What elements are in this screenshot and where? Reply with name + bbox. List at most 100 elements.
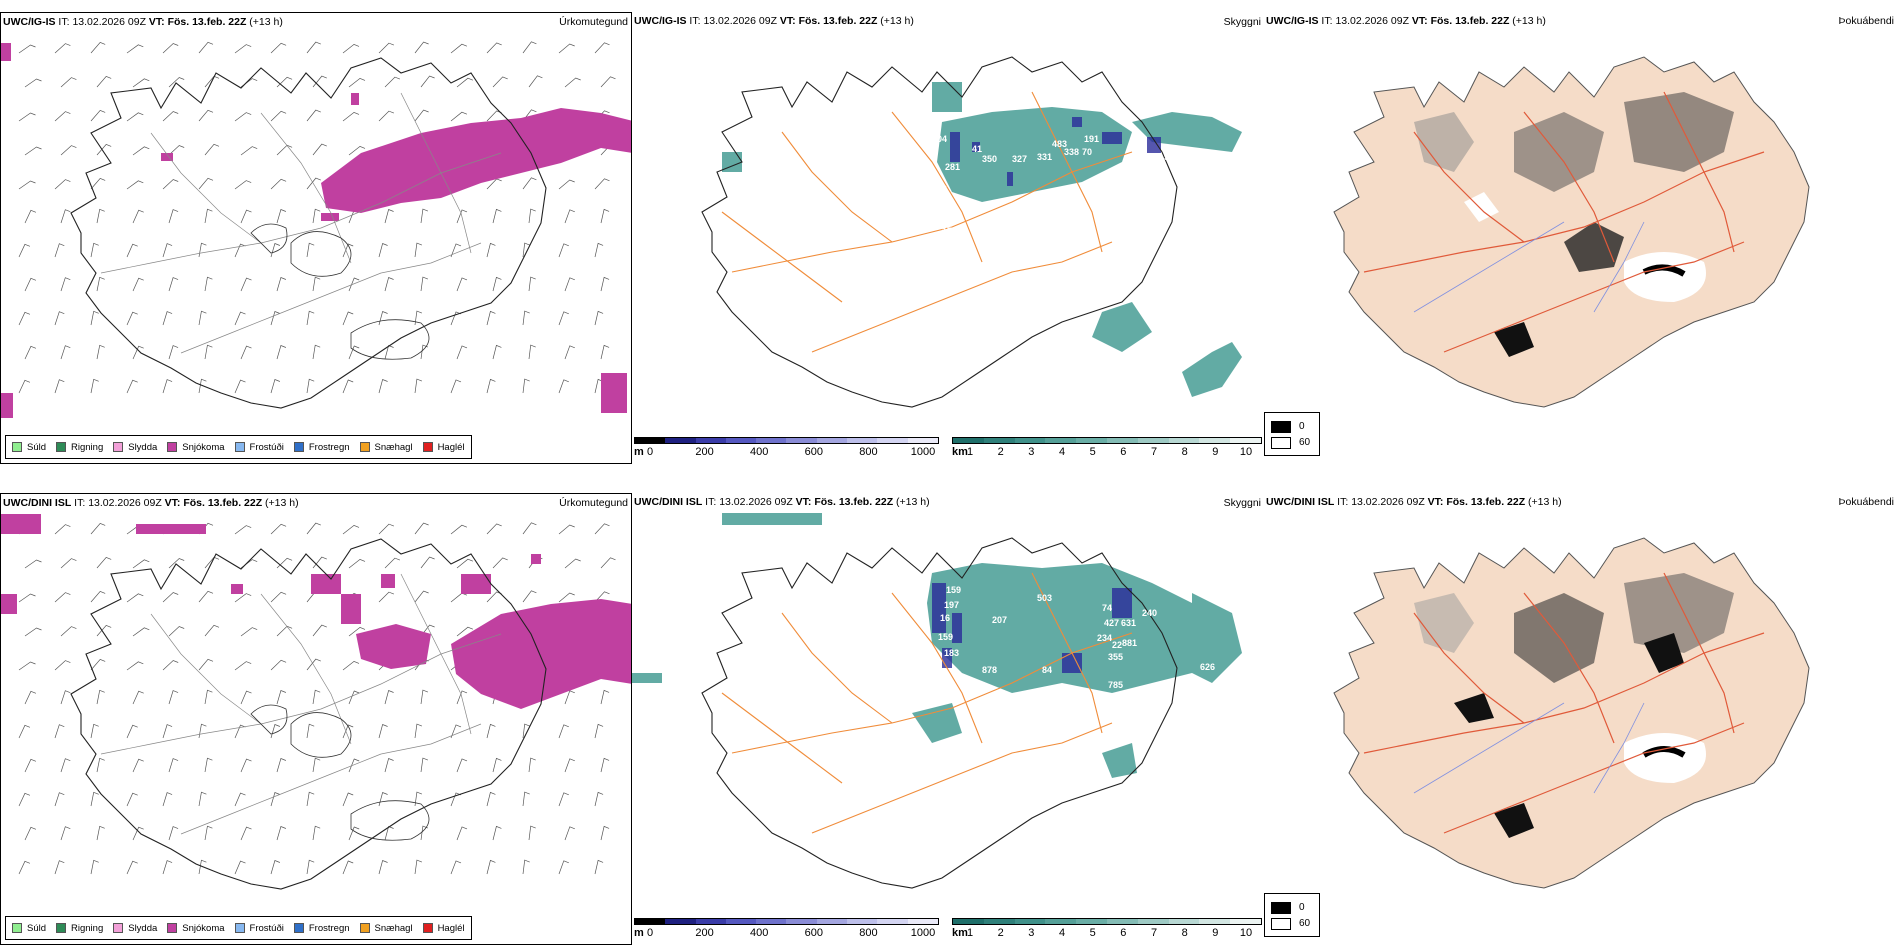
wind-barb bbox=[564, 558, 581, 569]
legend-swatch bbox=[12, 442, 22, 452]
wind-barb bbox=[60, 209, 71, 224]
wind-barb bbox=[198, 41, 214, 54]
fog-high-swatch bbox=[1271, 421, 1291, 433]
ceiling-label: 350 bbox=[982, 154, 997, 164]
wind-barb bbox=[384, 277, 394, 292]
wind-barb bbox=[198, 242, 207, 258]
wind-barb bbox=[456, 758, 468, 773]
wind-barb bbox=[450, 524, 468, 535]
it-label: IT: bbox=[1321, 15, 1333, 27]
iceland-outline bbox=[701, 537, 1178, 889]
colorbar-tick: 200 bbox=[695, 446, 714, 458]
wind-barb bbox=[342, 661, 360, 671]
model-name: UWC/IG-IS bbox=[1266, 15, 1319, 27]
wind-barb bbox=[312, 757, 321, 773]
legend-swatch bbox=[167, 923, 178, 933]
colorbar-tick: 600 bbox=[804, 927, 823, 939]
ceiling-label: 207 bbox=[992, 615, 1007, 625]
colorbar-tick: 1000 bbox=[910, 446, 936, 458]
wind-barb bbox=[234, 379, 246, 394]
legend-label: Frostregn bbox=[308, 441, 350, 453]
low-ceiling-areas bbox=[950, 117, 1161, 186]
wind-barb bbox=[450, 379, 462, 394]
wind-barb bbox=[600, 557, 616, 569]
ceiling-label: 11 bbox=[1048, 707, 1058, 717]
legend-swatch bbox=[56, 923, 67, 933]
wind-barb bbox=[414, 859, 423, 875]
wind-barb bbox=[168, 345, 179, 360]
legend-label: Frostúði bbox=[249, 922, 284, 934]
wind-barb bbox=[450, 724, 462, 739]
wind-barb bbox=[600, 689, 610, 705]
wind-barb bbox=[450, 592, 468, 603]
wind-barb bbox=[378, 311, 388, 326]
colorbar-tick: 2 bbox=[997, 927, 1004, 939]
wind-barb bbox=[348, 627, 366, 637]
wind-barb bbox=[378, 860, 388, 875]
roads bbox=[721, 91, 1133, 353]
wind-barb bbox=[60, 690, 71, 705]
wind-barb bbox=[414, 41, 429, 54]
wind-barb bbox=[54, 860, 65, 875]
wind-barb bbox=[132, 345, 144, 360]
wind-barb bbox=[60, 345, 71, 360]
wind-barb bbox=[306, 41, 321, 54]
wind-barb bbox=[168, 626, 185, 637]
legend-swatch bbox=[113, 923, 124, 933]
it-value: 13.02.2026 09Z bbox=[1335, 15, 1409, 27]
wind-barb bbox=[348, 146, 366, 156]
ceiling-label: 234 bbox=[1097, 633, 1112, 643]
wind-barb bbox=[18, 593, 36, 603]
wind-barb bbox=[234, 243, 246, 258]
wind-barb bbox=[342, 311, 354, 326]
legend-item: Frostregn bbox=[293, 441, 350, 453]
colorbar-tick: 800 bbox=[859, 927, 878, 939]
fog-high-label: 0 bbox=[1299, 902, 1305, 913]
wind-barb bbox=[414, 590, 429, 603]
wind-barb bbox=[60, 826, 71, 841]
wind-barb bbox=[198, 378, 207, 394]
legend-label: Súld bbox=[27, 441, 47, 453]
panel-title: Úrkomutegund bbox=[559, 497, 628, 509]
wind-barb bbox=[270, 523, 287, 535]
wind-barb bbox=[240, 277, 252, 292]
wind-barb bbox=[18, 180, 36, 190]
colorbar-unit: m bbox=[634, 446, 644, 458]
iceland-land bbox=[1333, 537, 1810, 889]
wind-barb bbox=[348, 277, 360, 292]
it-value: 13.02.2026 09Z bbox=[88, 497, 162, 509]
wind-barb bbox=[486, 110, 502, 122]
fog-low-swatch bbox=[1271, 918, 1291, 930]
wind-barb bbox=[558, 792, 569, 807]
wind-barb bbox=[306, 658, 321, 671]
colorbar-tick: 8 bbox=[1181, 927, 1188, 939]
colorbar-tick: 400 bbox=[750, 446, 769, 458]
legend-item: Slydda bbox=[113, 442, 157, 453]
wind-barb bbox=[558, 311, 569, 326]
wind-barb bbox=[312, 344, 321, 360]
wind-barb bbox=[456, 626, 474, 637]
ceiling-label: 16 bbox=[940, 613, 950, 623]
ceiling-label: 191 bbox=[1084, 134, 1099, 144]
legend-swatch bbox=[422, 442, 433, 452]
vt-value: Fös. 13.feb. 22Z bbox=[1430, 15, 1510, 27]
wind-barb bbox=[198, 723, 207, 739]
wind-barb bbox=[492, 276, 502, 292]
wind-barb bbox=[522, 310, 530, 326]
wind-barb bbox=[348, 758, 360, 773]
wind-barb bbox=[204, 276, 213, 292]
wind-barb bbox=[414, 109, 429, 122]
wind-barb bbox=[126, 44, 144, 54]
wind-barb bbox=[162, 179, 179, 190]
wind-barb bbox=[450, 243, 462, 258]
wind-barb bbox=[60, 145, 77, 156]
colorbar-strip bbox=[634, 918, 939, 925]
wind-barb bbox=[234, 792, 246, 807]
colorbar-tick: 6 bbox=[1120, 927, 1127, 939]
vt-label: VT: bbox=[148, 16, 165, 28]
legend-label: Frostregn bbox=[308, 922, 350, 934]
vt-value: Fös. 13.feb. 22Z bbox=[1446, 496, 1526, 508]
legend-label: Rigning bbox=[71, 441, 104, 453]
wind-barb bbox=[384, 557, 401, 569]
wind-barb bbox=[486, 242, 496, 258]
